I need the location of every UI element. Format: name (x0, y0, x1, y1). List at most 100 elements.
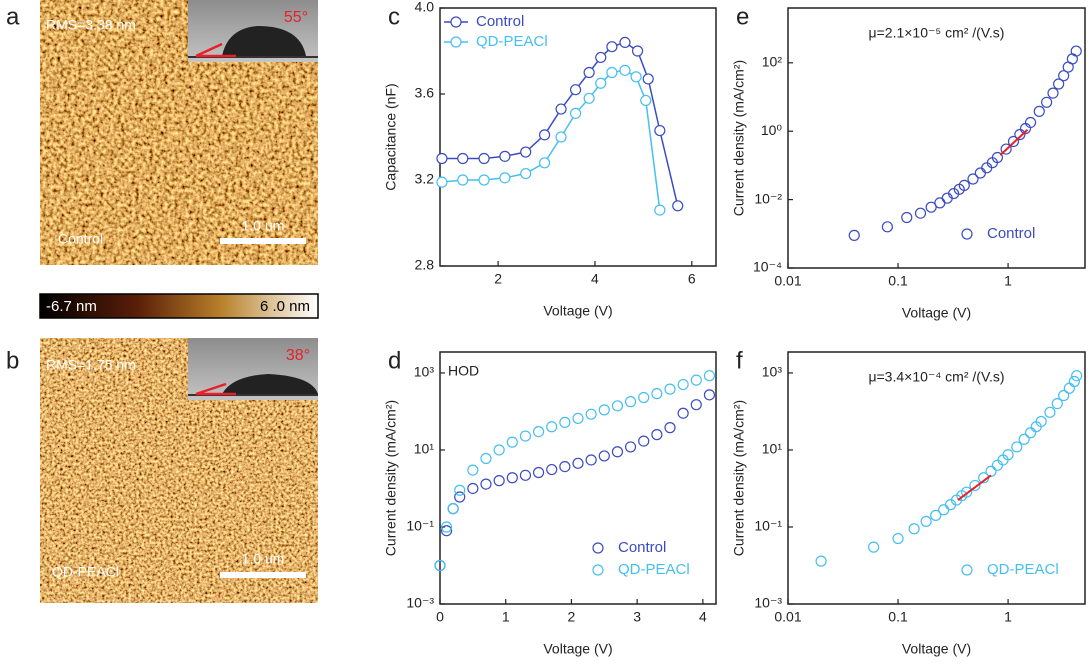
angle-marker (195, 382, 236, 396)
legend-marker (450, 36, 462, 48)
data-point (630, 71, 642, 83)
colorbar-min: -6.7 nm (46, 298, 97, 315)
data-point (440, 521, 453, 533)
data-point (1024, 427, 1037, 439)
y-tick-label: 10⁰ (761, 122, 783, 138)
data-point (478, 174, 490, 186)
series-line (441, 41, 679, 206)
y-tick-label: 10⁻¹ (754, 518, 782, 534)
x-tick-label: 0.1 (888, 273, 908, 289)
data-point (595, 77, 607, 89)
data-point (436, 152, 448, 165)
x-tick-label: 2 (494, 271, 502, 287)
legend-marker (592, 564, 604, 576)
data-point (572, 412, 584, 425)
data-point (1044, 406, 1056, 418)
y-tick-label: 10⁻¹ (406, 518, 434, 534)
panel-label: a (6, 3, 20, 30)
data-point (901, 211, 913, 224)
x-tick-label: 4 (591, 271, 599, 287)
y-axis-title: Current density (mA/cm²) (383, 400, 399, 556)
data-point (619, 64, 631, 76)
data-point (546, 463, 558, 476)
data-point (991, 459, 1004, 471)
data-point (440, 525, 453, 537)
data-point (1041, 96, 1053, 108)
panel-label: f (736, 347, 743, 374)
y-tick-label: 10² (762, 53, 783, 69)
panel-label: d (388, 347, 401, 374)
data-point (447, 503, 459, 515)
data-point (611, 446, 624, 458)
scale-bar (220, 572, 306, 578)
legend-label: QD-PEACl (618, 561, 690, 578)
data-point (467, 482, 479, 495)
data-point (585, 408, 597, 420)
contact-angle: 38° (286, 347, 310, 364)
plot-frame (439, 7, 717, 267)
scale-bar-label: 1.0 um (242, 551, 285, 567)
data-point (1035, 415, 1047, 428)
annotation: HOD (448, 363, 479, 379)
data-point (457, 152, 469, 165)
data-point (583, 92, 595, 104)
scale-bar-label: 1.0 um (242, 218, 285, 234)
data-point (948, 187, 960, 200)
sample-label: Control (58, 231, 103, 247)
data-point (1058, 389, 1070, 402)
data-point (506, 472, 518, 484)
data-point (436, 176, 448, 188)
data-point (598, 404, 610, 416)
x-axis-title: Voltage (V) (902, 641, 971, 657)
y-tick-label: 3.2 (415, 171, 435, 187)
data-point (532, 425, 545, 438)
data-point (642, 73, 654, 85)
data-point (672, 200, 684, 212)
x-tick-label: 1 (1004, 609, 1012, 625)
y-tick-label: 4.0 (415, 0, 435, 15)
data-point (938, 504, 950, 516)
plot-frame (787, 7, 1086, 269)
legend-label: Control (476, 13, 524, 30)
data-point (961, 486, 973, 498)
data-point (519, 469, 532, 481)
data-point (920, 515, 932, 527)
data-point (559, 416, 571, 428)
y-tick-label: 10⁻³ (406, 595, 434, 611)
panel-label: c (388, 3, 400, 30)
data-point (1002, 449, 1014, 461)
data-point (493, 444, 505, 456)
data-point (1051, 397, 1063, 410)
data-point (1000, 143, 1012, 155)
data-point (569, 107, 582, 119)
y-tick-label: 3.6 (415, 85, 435, 101)
data-point (1058, 70, 1070, 82)
data-point (1070, 45, 1082, 57)
data-point (519, 430, 532, 442)
y-axis-title: Current density (mA/cm²) (731, 400, 747, 556)
data-point (881, 221, 893, 233)
data-point (493, 475, 505, 487)
plot-frame (787, 351, 1086, 605)
y-tick-label: 10⁻² (754, 190, 782, 206)
x-tick-label: 1 (1004, 273, 1012, 289)
data-point (624, 396, 637, 408)
data-point (1018, 433, 1030, 445)
y-tick-label: 10⁻⁴ (753, 259, 782, 275)
data-point (606, 41, 618, 53)
legend-marker (961, 564, 973, 576)
droplet (222, 26, 306, 56)
data-point (506, 436, 518, 448)
data-point (664, 422, 676, 434)
data-point (1047, 87, 1059, 99)
colorbar-max: 6 .0 nm (260, 298, 310, 315)
data-point (1007, 135, 1020, 148)
y-tick-label: 10³ (762, 364, 783, 380)
colorbar (39, 293, 319, 319)
fit-line (957, 474, 992, 501)
x-tick-label: 6 (688, 271, 696, 287)
data-point (499, 172, 511, 184)
data-point (638, 391, 650, 404)
data-point (1053, 78, 1065, 90)
